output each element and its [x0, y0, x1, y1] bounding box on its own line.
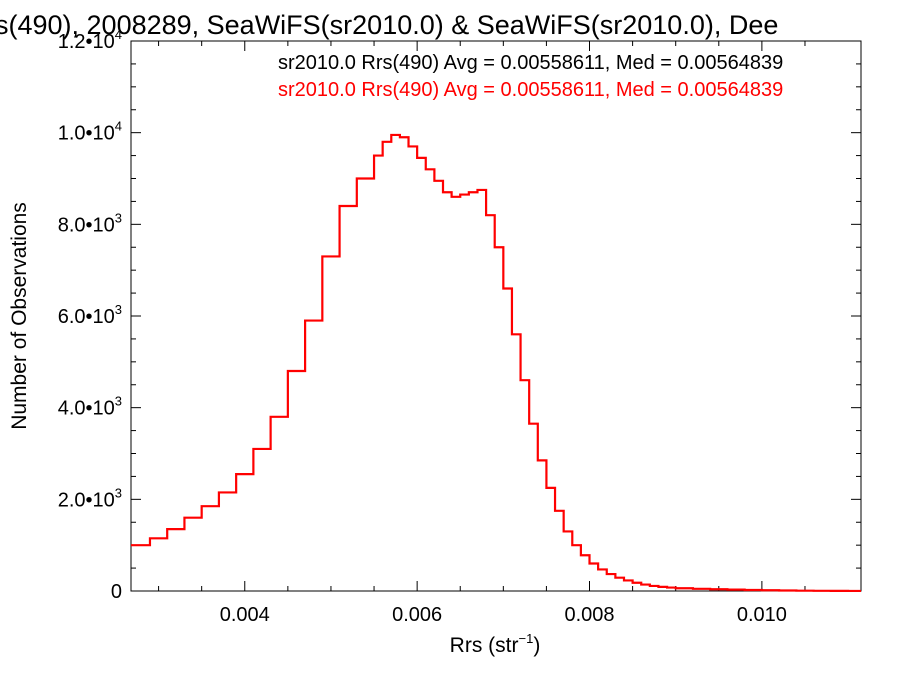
y-tick-label: 0 [111, 581, 122, 603]
y-tick-label: 1.2•104 [58, 27, 122, 53]
legend: sr2010.0 Rrs(490) Avg = 0.00558611, Med … [278, 52, 783, 101]
x-axis-label-exponent: −1 [519, 631, 534, 646]
x-axis-label-suffix: ) [533, 634, 540, 657]
legend-entry-red: sr2010.0 Rrs(490) Avg = 0.00558611, Med … [278, 79, 783, 101]
y-tick-label: 8.0•103 [58, 210, 122, 236]
x-axis-label: Rrs (str−1) [450, 631, 541, 657]
x-tick-label: 0.006 [392, 604, 442, 626]
y-tick-label: 4.0•103 [58, 394, 122, 420]
x-tick-label: 0.004 [220, 604, 270, 626]
y-tick-label: 2.0•103 [58, 485, 122, 511]
y-tick-label: 6.0•103 [58, 302, 122, 328]
x-tick-label: 0.008 [564, 604, 614, 626]
plot-frame [130, 40, 862, 592]
y-tick-label: 1.0•104 [58, 119, 122, 145]
x-axis-ticks: 0.004 0.006 0.008 0.010 [158, 41, 806, 626]
y-axis-label: Number of Observations [8, 202, 31, 430]
series-layer [131, 133, 861, 593]
x-axis-label-main: Rrs (str [450, 634, 519, 657]
chart-title: s(490), 2008289, SeaWiFS(sr2010.0) & Sea… [0, 10, 778, 40]
y-axis-ticks: 0 2.0•103 4.0•103 6.0•103 8.0•103 1.0•104 1.2•… [58, 27, 861, 603]
legend-entry-black: sr2010.0 Rrs(490) Avg = 0.00558611, Med … [278, 52, 783, 74]
plot-border [130, 40, 862, 592]
histogram-series-0 [131, 133, 861, 593]
x-tick-label: 0.010 [737, 604, 787, 626]
